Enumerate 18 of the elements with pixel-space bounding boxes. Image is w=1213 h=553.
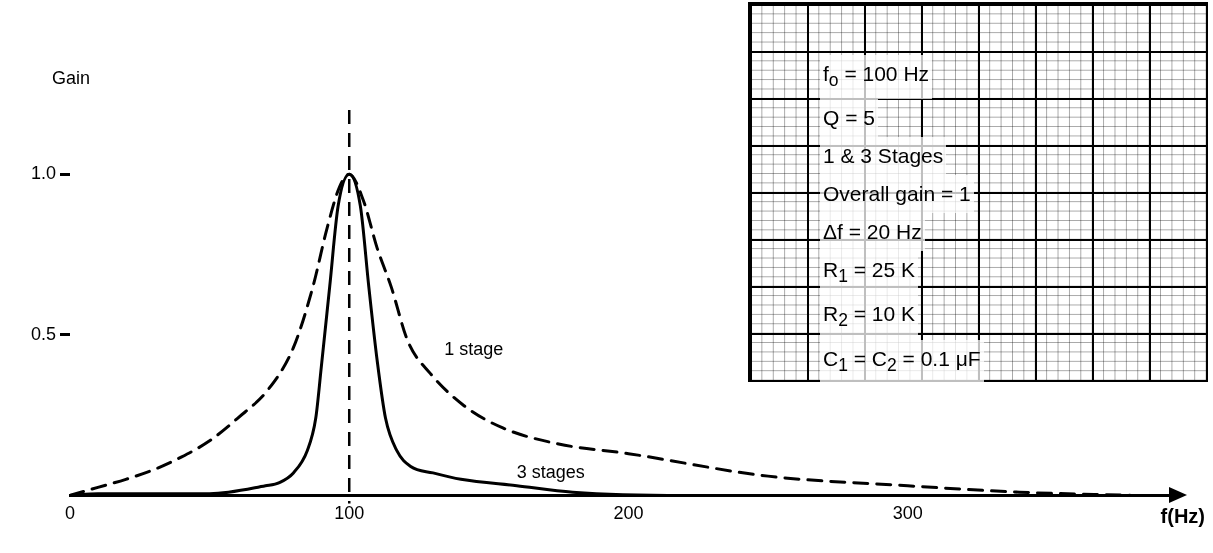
annotation: Overall gain = 1: [820, 175, 974, 214]
annotation: 1 & 3 Stages: [820, 137, 947, 176]
annotation: R$_{1}$ = 25 K: [820, 251, 919, 296]
x-tick-label: 200: [613, 503, 644, 524]
y-tick-label: 0.5: [30, 323, 56, 344]
annotation: Δf = 20 Hz: [820, 213, 925, 252]
text: f$_{o}$ = 100 Hz: [820, 55, 933, 100]
annotation: Q = 5: [820, 99, 878, 138]
y-axis-title: Gain: [52, 67, 91, 88]
series-label: 1 stage: [444, 339, 504, 360]
y-tick-label: 1.0: [30, 163, 56, 184]
x-axis-title: f(Hz): [1160, 504, 1205, 527]
series-label: 3 stages: [516, 461, 585, 482]
annotation: C$_{1}$ = C$_{2}$ = 0.1 μF: [820, 339, 984, 384]
x-tick-label: 300: [892, 503, 923, 524]
x-tick-label: 100: [334, 503, 365, 524]
x-tick-label: 0: [64, 503, 76, 524]
annotation: R$_{2}$ = 10 K: [820, 295, 919, 340]
